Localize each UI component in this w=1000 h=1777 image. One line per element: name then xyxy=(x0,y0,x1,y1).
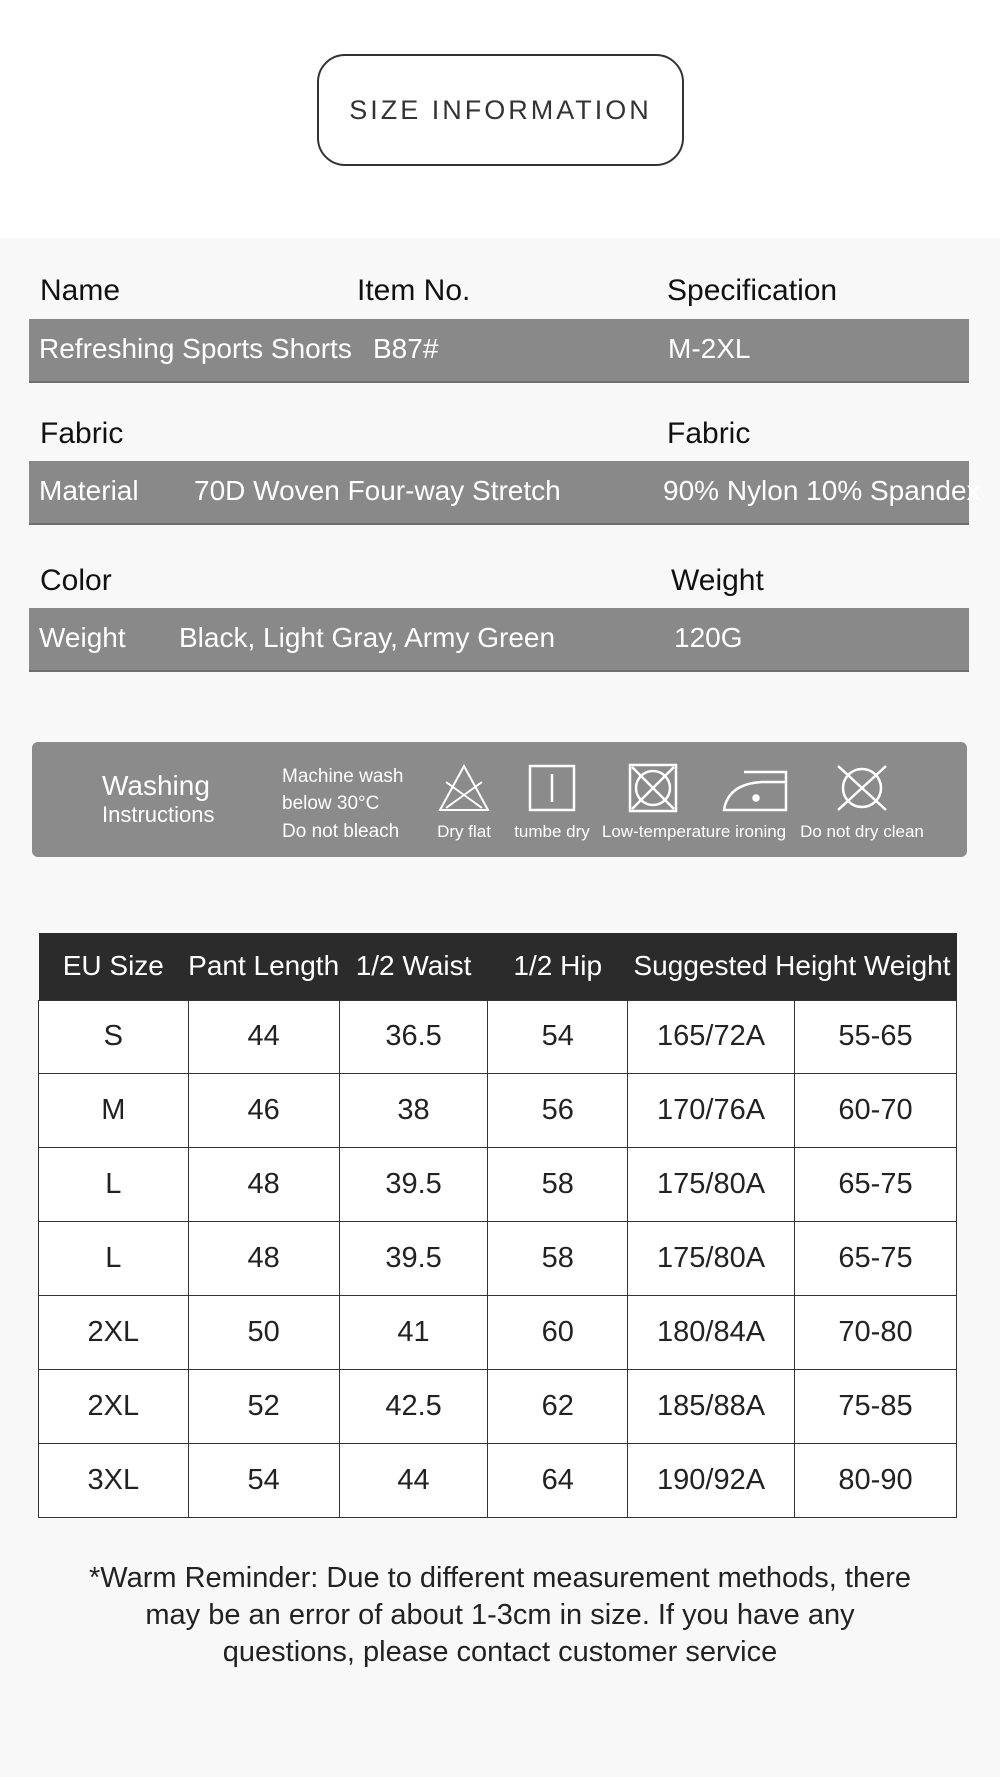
table-cell: L xyxy=(38,1221,189,1297)
table-cell: 180/84A xyxy=(627,1295,796,1370)
table-cell: 75-85 xyxy=(794,1368,957,1444)
dry-flat-icon xyxy=(438,764,490,811)
table-cell: 3XL xyxy=(38,1442,189,1518)
do-not-dry-clean-icon xyxy=(837,765,887,811)
weight-label: Weight xyxy=(39,622,126,653)
wash-line-1: Machine wash xyxy=(282,766,404,787)
table-cell: 48 xyxy=(187,1221,340,1297)
table-row: S 44 36.5 54 165/72A 55-65 xyxy=(38,999,957,1075)
table-cell: 62 xyxy=(487,1368,629,1444)
composition: 90% Nylon 10% Spandex xyxy=(663,475,981,506)
table-cell: M xyxy=(38,1073,189,1149)
header-half-waist: 1/2 Waist xyxy=(339,933,488,1000)
table-cell: 54 xyxy=(187,1442,340,1518)
table-cell: S xyxy=(38,999,189,1075)
table-cell: 64 xyxy=(487,1442,629,1518)
weight-value: 120G xyxy=(674,622,743,653)
table-row: 3XL 54 44 64 190/92A 80-90 xyxy=(38,1442,957,1518)
dry-flat-label: Dry flat xyxy=(437,822,491,841)
table-cell: 2XL xyxy=(38,1368,189,1444)
table-cell: 36.5 xyxy=(338,999,489,1075)
table-cell: 170/76A xyxy=(627,1073,796,1149)
table-row: M 46 38 56 170/76A 60-70 xyxy=(38,1073,957,1149)
table-cell: 165/72A xyxy=(627,999,796,1075)
table-cell: 46 xyxy=(187,1073,340,1149)
size-chart-table: EU Size Pant Length 1/2 Waist 1/2 Hip Su… xyxy=(38,933,957,1518)
label-specification: Specification xyxy=(667,274,838,307)
header-pant-length: Pant Length xyxy=(188,933,340,1000)
info-bar-name: Refreshing Sports Shorts B87# M-2XL xyxy=(29,319,969,383)
label-item-no: Item No. xyxy=(357,274,471,307)
material-value: 70D Woven Four-way Stretch xyxy=(194,475,561,506)
table-cell: L xyxy=(38,1147,189,1223)
table-cell: 60-70 xyxy=(794,1073,957,1149)
table-cell: 55-65 xyxy=(794,999,957,1075)
table-cell: 175/80A xyxy=(627,1221,796,1297)
table-cell: 42.5 xyxy=(338,1368,489,1444)
label-color: Color xyxy=(40,564,112,597)
table-cell: 48 xyxy=(187,1147,340,1223)
table-cell: 2XL xyxy=(38,1295,189,1370)
tumble-dry-label: tumbe dry xyxy=(514,822,590,841)
washing-instructions: Washing Instructions Machine wash below … xyxy=(32,742,967,857)
info-bar-color: Weight Black, Light Gray, Army Green 120… xyxy=(29,608,969,672)
table-cell: 80-90 xyxy=(794,1442,957,1518)
product-name: Refreshing Sports Shorts xyxy=(39,333,352,364)
table-cell: 65-75 xyxy=(794,1147,957,1223)
info-bar-fabric: Material 70D Woven Four-way Stretch 90% … xyxy=(29,461,981,525)
table-header-row: EU Size Pant Length 1/2 Waist 1/2 Hip Su… xyxy=(38,933,957,1000)
table-cell: 190/92A xyxy=(627,1442,796,1518)
iron-low-icon xyxy=(722,770,788,812)
table-cell: 185/88A xyxy=(627,1368,796,1444)
label-name: Name xyxy=(40,274,121,307)
table-row: L 48 39.5 58 175/80A 65-75 xyxy=(38,1221,957,1297)
label-weight: Weight xyxy=(671,564,764,597)
header-suggested-height-weight: Suggested Height Weight xyxy=(627,933,957,1000)
material-label: Material xyxy=(39,475,139,506)
reminder-line: may be an error of about 1-3cm in size. … xyxy=(145,1599,855,1631)
tumble-dry-icon xyxy=(528,764,576,812)
iron-low-label: Low-temperature ironing xyxy=(601,822,787,841)
table-cell: 70-80 xyxy=(794,1295,957,1370)
table-cell: 54 xyxy=(487,999,629,1075)
table-row: 2XL 50 41 60 180/84A 70-80 xyxy=(38,1295,957,1370)
table-cell: 58 xyxy=(487,1147,629,1223)
warm-reminder: *Warm Reminder: Due to different measure… xyxy=(40,1560,960,1671)
table-cell: 39.5 xyxy=(338,1147,489,1223)
table-cell: 65-75 xyxy=(794,1221,957,1297)
reminder-line: *Warm Reminder: Due to different measure… xyxy=(88,1562,912,1594)
table-cell: 38 xyxy=(338,1073,489,1149)
specification: M-2XL xyxy=(668,333,751,364)
table-cell: 44 xyxy=(187,999,340,1075)
table-cell: 56 xyxy=(487,1073,629,1149)
table-cell: 58 xyxy=(487,1221,629,1297)
label-fabric: Fabric xyxy=(40,417,124,450)
table-row: 2XL 52 42.5 62 185/88A 75-85 xyxy=(38,1368,957,1444)
wash-line-2: below 30°C xyxy=(282,793,380,814)
header-eu-size: EU Size xyxy=(38,933,189,1000)
table-cell: 50 xyxy=(187,1295,340,1370)
table-cell: 52 xyxy=(187,1368,340,1444)
washing-subtitle: Instructions xyxy=(102,802,215,827)
do-not-dry-clean-label: Do not dry clean xyxy=(800,822,924,841)
reminder-line: questions, please contact customer servi… xyxy=(222,1636,778,1668)
item-no: B87# xyxy=(373,333,439,364)
table-cell: 39.5 xyxy=(338,1221,489,1297)
table-cell: 44 xyxy=(338,1442,489,1518)
header-half-hip: 1/2 Hip xyxy=(487,933,628,1000)
table-cell: 60 xyxy=(487,1295,629,1370)
washing-title: Washing xyxy=(102,770,210,801)
label-fabric-2: Fabric xyxy=(667,417,751,450)
table-row: L 48 39.5 58 175/80A 65-75 xyxy=(38,1147,957,1223)
table-cell: 41 xyxy=(338,1295,489,1370)
table-cell: 175/80A xyxy=(627,1147,796,1223)
wash-line-3: Do not bleach xyxy=(282,821,400,842)
do-not-tumble-icon xyxy=(628,763,678,813)
colors: Black, Light Gray, Army Green xyxy=(179,622,556,653)
page-title: SIZE INFORMATION xyxy=(317,54,684,166)
